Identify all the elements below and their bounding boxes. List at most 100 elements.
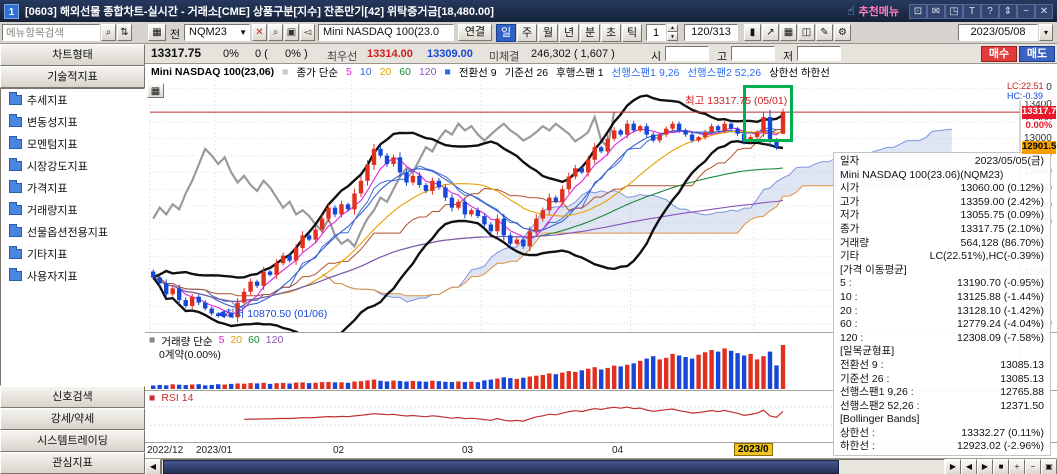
minimize-icon[interactable]: − xyxy=(1017,3,1035,19)
compare-chart-icon[interactable]: ◫ xyxy=(798,24,815,41)
zoom-out-button[interactable]: − xyxy=(1025,459,1041,474)
info-label: 저가 xyxy=(840,209,860,222)
hc-value: HC:-0.39 xyxy=(1007,91,1044,101)
change-value: 0 ( xyxy=(255,48,268,60)
best-bid: 13314.00 xyxy=(367,48,413,60)
step-down-icon[interactable]: ▼ xyxy=(667,32,678,41)
close-icon[interactable]: ✕ xyxy=(1035,3,1053,19)
sell-button[interactable]: 매도 xyxy=(1019,46,1055,62)
info-row: 거래량 564,128 (86.70%) xyxy=(840,237,1044,251)
symbol-name-box: Mini NASDAQ 100(23.0 xyxy=(318,24,454,41)
clear-symbol-icon[interactable]: ✕ xyxy=(252,24,267,41)
low-label: 저 xyxy=(783,51,794,63)
help-icon[interactable]: ? xyxy=(981,3,999,19)
info-label: 20 : xyxy=(840,304,858,317)
info-value: 13125.88 (-1.44%) xyxy=(957,290,1044,303)
scrollbar-thumb[interactable] xyxy=(163,460,839,474)
symbol-search-icon[interactable]: ⌕ xyxy=(268,24,283,41)
info-value: 12308.09 (-7.58%) xyxy=(957,331,1044,344)
current-percent-label: 0.00% xyxy=(1022,120,1056,133)
period-틱-button[interactable]: 틱 xyxy=(622,24,642,42)
scroll-right-button[interactable]: ▶ xyxy=(945,459,961,474)
zoom-in-button[interactable]: + xyxy=(1009,459,1025,474)
sidebar-tree-item[interactable]: 가격지표 xyxy=(1,177,144,199)
sidebar-section-1[interactable]: 기술적지표 xyxy=(0,66,145,88)
info-value: 13128.10 (-1.42%) xyxy=(957,304,1044,317)
interval-input[interactable] xyxy=(646,24,666,41)
fit-button[interactable]: ▣ xyxy=(1041,459,1057,474)
page-left-button[interactable]: ◀ xyxy=(961,459,977,474)
sidebar-bottom-section-3[interactable]: 관심지표 xyxy=(0,452,145,474)
sidebar-bottom-section-2[interactable]: 시스템트레이딩 xyxy=(0,430,145,452)
date-dropdown-icon[interactable]: ▾ xyxy=(1039,24,1053,41)
info-row: 5 : 13190.70 (-0.95%) xyxy=(840,277,1044,291)
tree-item-label: 변동성지표 xyxy=(27,117,78,129)
info-row: 고가 13359.00 (2.42%) xyxy=(840,196,1044,210)
sidebar-tree-item[interactable]: 사용자지표 xyxy=(1,265,144,287)
edit-icon[interactable]: ✎ xyxy=(816,24,833,41)
symbol-combo[interactable]: NQM23 ▼ xyxy=(184,24,250,41)
popup-icon[interactable]: ⊡ xyxy=(909,3,927,19)
mail-icon[interactable]: ✉ xyxy=(927,3,945,19)
menu-search-input[interactable] xyxy=(2,24,100,41)
period-초-button[interactable]: 초 xyxy=(601,24,621,42)
main-chart-canvas[interactable] xyxy=(145,80,1057,332)
volume-chart-canvas[interactable] xyxy=(145,333,1057,391)
connect-button[interactable]: 연결 xyxy=(458,24,492,41)
font-icon[interactable]: T xyxy=(963,3,981,19)
sidebar-tree-item[interactable]: 모멘텀지표 xyxy=(1,133,144,155)
info-value: 12371.50 xyxy=(1000,399,1044,412)
date-picker[interactable]: 2023/05/08 xyxy=(958,24,1038,41)
symbol-code: NQM23 xyxy=(189,26,227,38)
recommended-menu-button[interactable]: 추천메뉴 xyxy=(858,6,899,18)
period-월-button[interactable]: 월 xyxy=(538,24,558,42)
info-label: 종가 xyxy=(840,222,860,235)
period-년-button[interactable]: 년 xyxy=(559,24,579,42)
info-value: 13085.13 xyxy=(1000,358,1044,371)
settings-icon[interactable]: ⚙ xyxy=(834,24,851,41)
sidebar-tree-item[interactable]: 선물옵션전용지표 xyxy=(1,221,144,243)
interval-stepper[interactable]: ▲ ▼ xyxy=(667,24,678,41)
window-controls: ⊡ ✉ ◳ T? ⇕ − ✕ xyxy=(909,3,1053,19)
chart-lock-icon[interactable]: ▣ xyxy=(284,24,299,41)
sidebar-tree-item[interactable]: 시장강도지표 xyxy=(1,155,144,177)
candle-chart-icon[interactable]: ▮ xyxy=(744,24,761,41)
period-분-button[interactable]: 분 xyxy=(580,24,600,42)
resize-icon[interactable]: ⇕ xyxy=(999,3,1017,19)
window-title: [0603] 해외선물 종합차트-실시간 - 거래소[CME] 상품구분[지수]… xyxy=(25,6,494,18)
external-window-icon[interactable]: ◳ xyxy=(945,3,963,19)
sidebar-section-0[interactable]: 차트형태 xyxy=(0,44,145,66)
sidebar-bottom-section-0[interactable]: 신호검색 xyxy=(0,386,145,408)
sort-icon[interactable]: ⇅ xyxy=(117,24,132,41)
chevron-down-icon[interactable]: ▼ xyxy=(239,28,247,37)
page-right-button[interactable]: ▶ xyxy=(977,459,993,474)
sound-alert-icon[interactable]: ◅ xyxy=(300,24,315,41)
info-label: 전환선 9 : xyxy=(840,358,884,371)
chart-window-grid-icon[interactable]: ▦ xyxy=(148,24,166,41)
info-label: 기준선 26 : xyxy=(840,372,890,385)
sidebar-bottom-section-1[interactable]: 강세/약세 xyxy=(0,408,145,430)
sidebar-tree-item[interactable]: 변동성지표 xyxy=(1,111,144,133)
search-icon[interactable]: ⌕ xyxy=(101,24,116,41)
high-value-box xyxy=(731,46,775,61)
best-ask: 13309.00 xyxy=(427,48,473,60)
line-chart-icon[interactable]: ↗ xyxy=(762,24,779,41)
period-일-button[interactable]: 일 xyxy=(496,24,516,42)
sidebar-tree-item[interactable]: 추세지표 xyxy=(1,89,144,111)
data-info-panel: 일자 2023/05/05(금) Mini NASDAQ 100(23.06)(NQ… xyxy=(833,152,1051,456)
folder-icon xyxy=(9,136,22,149)
stop-button[interactable]: ■ xyxy=(993,459,1009,474)
sidebar-tree-item[interactable]: 기타지표 xyxy=(1,243,144,265)
chart-toolbox-icon[interactable]: ▦ xyxy=(147,83,164,98)
last-price: 13317.75 xyxy=(151,46,202,60)
period-주-button[interactable]: 주 xyxy=(517,24,537,42)
sidebar-tree-item[interactable]: 거래량지표 xyxy=(1,199,144,221)
info-label: 고가 xyxy=(840,195,860,208)
step-up-icon[interactable]: ▲ xyxy=(667,24,678,32)
tree-item-label: 추세지표 xyxy=(27,95,68,107)
legend-item: 기준선 26 xyxy=(504,66,549,79)
scroll-left-button[interactable]: ◀ xyxy=(145,459,161,474)
buy-button[interactable]: 매수 xyxy=(981,46,1017,62)
grid-chart-icon[interactable]: ▦ xyxy=(780,24,797,41)
